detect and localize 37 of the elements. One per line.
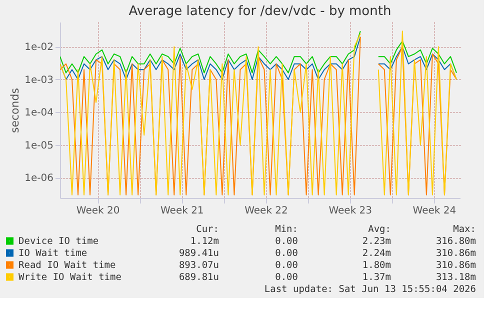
text: 313.18m xyxy=(436,272,476,283)
x-tick-label: Week 21 xyxy=(160,206,204,216)
text: 1.12m xyxy=(190,236,220,247)
text: 1.37m xyxy=(362,272,392,283)
text: Cur: xyxy=(196,224,219,235)
text: Avg: xyxy=(368,224,391,235)
text: 310.86m xyxy=(436,260,476,271)
y-tick-label: 1e-03 xyxy=(24,74,54,86)
text: 0.00 xyxy=(275,272,298,283)
text: 2.23m xyxy=(362,236,392,247)
y-tick-label: 1e-06 xyxy=(24,173,54,184)
text: 689.81u xyxy=(178,272,219,283)
text: 989.41u xyxy=(178,248,219,259)
x-tick-label: Week 20 xyxy=(76,206,120,216)
text: 0.00 xyxy=(275,260,298,271)
text: 0.00 xyxy=(275,236,298,247)
x-tick-label: Week 24 xyxy=(412,206,456,216)
chart-title: Average latency for /dev/vdc - by month xyxy=(128,4,392,19)
text: 0.00 xyxy=(275,248,298,259)
legend-label: IO Wait time xyxy=(18,248,88,259)
legend-label: Device IO time xyxy=(18,236,99,247)
y-tick-label: 1e-02 xyxy=(24,42,54,54)
x-tick-label: Week 22 xyxy=(244,206,288,216)
y-tick-label: 1e-04 xyxy=(24,108,54,119)
text: 310.86m xyxy=(436,248,476,259)
text: Min: xyxy=(275,224,298,235)
text: 893.07u xyxy=(178,260,219,271)
text: 1.80m xyxy=(362,260,392,271)
y-tick-label: 1e-05 xyxy=(24,140,54,152)
x-tick-label: Week 23 xyxy=(328,206,372,216)
legend-label: Read IO Wait time xyxy=(18,260,116,271)
y-axis-title: seconds xyxy=(8,88,22,133)
text: 2.24m xyxy=(362,248,392,259)
text: Max: xyxy=(453,224,476,235)
text: Last update: Sat Jun 13 15:55:04 2026 xyxy=(264,284,476,295)
legend-label: Write IO Wait time xyxy=(18,272,122,283)
text: 316.80m xyxy=(436,236,476,247)
